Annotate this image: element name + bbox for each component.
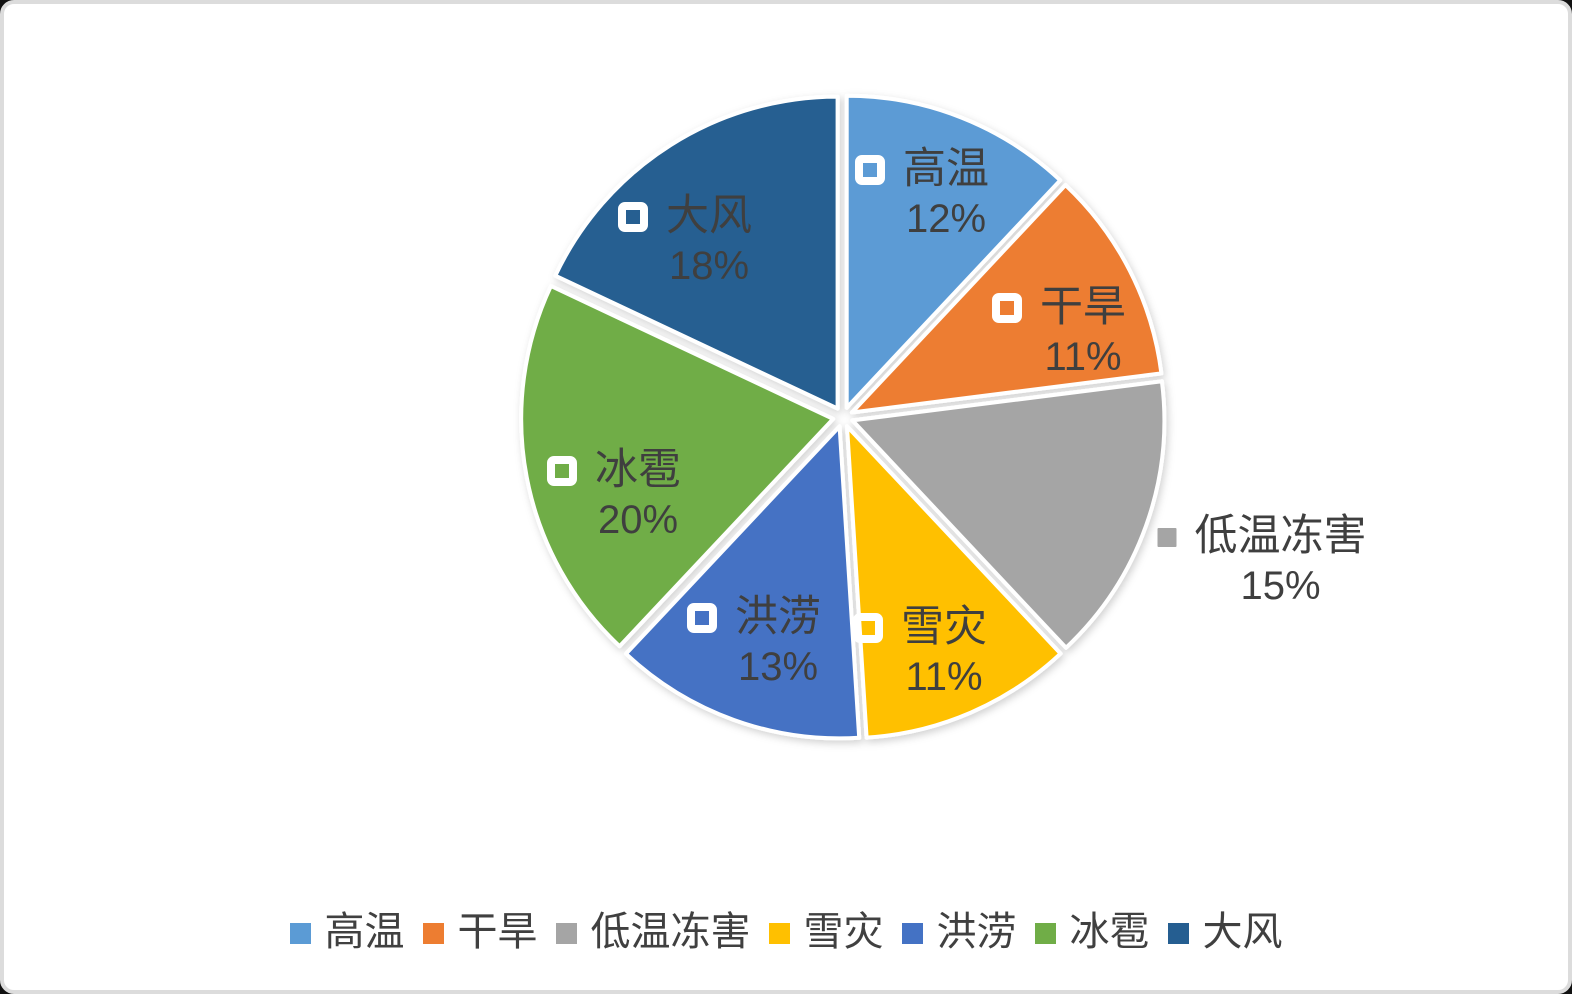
pie-slice-0 (844, 93, 1063, 410)
legend-label: 洪涝 (936, 909, 1017, 954)
legend-label: 干旱 (457, 909, 538, 954)
legend-swatch-icon (1034, 922, 1056, 944)
pie-slice-3 (845, 424, 1063, 740)
legend-item-3: 雪灾 (768, 909, 884, 954)
legend-label: 大风 (1202, 909, 1283, 954)
legend-label: 雪灾 (803, 909, 884, 954)
legend-swatch-icon (1167, 922, 1189, 944)
legend-swatch-icon (289, 922, 311, 944)
legend-swatch-icon (422, 922, 444, 944)
legend-item-4: 洪涝 (901, 909, 1017, 954)
legend-item-6: 大风 (1167, 909, 1283, 954)
pie-slice-6 (553, 94, 840, 411)
legend-label: 低温冻害 (590, 909, 751, 954)
legend-label: 冰雹 (1069, 909, 1150, 954)
legend-item-5: 冰雹 (1034, 909, 1150, 954)
legend-swatch-icon (555, 922, 577, 944)
legend-swatch-icon (768, 922, 790, 944)
pie-slice-4 (624, 424, 862, 741)
legend: 高温 干旱 低温冻害 雪灾 洪涝 冰雹 大风 (4, 902, 1568, 962)
pie-slice-5 (519, 284, 836, 649)
legend-item-1: 干旱 (422, 909, 538, 954)
legend-item-2: 低温冻害 (555, 909, 751, 954)
legend-label: 高温 (324, 909, 405, 954)
legend-swatch-icon (901, 922, 923, 944)
pie-slice-2 (850, 379, 1167, 650)
pie-chart (519, 93, 1167, 741)
legend-item-0: 高温 (289, 909, 405, 954)
